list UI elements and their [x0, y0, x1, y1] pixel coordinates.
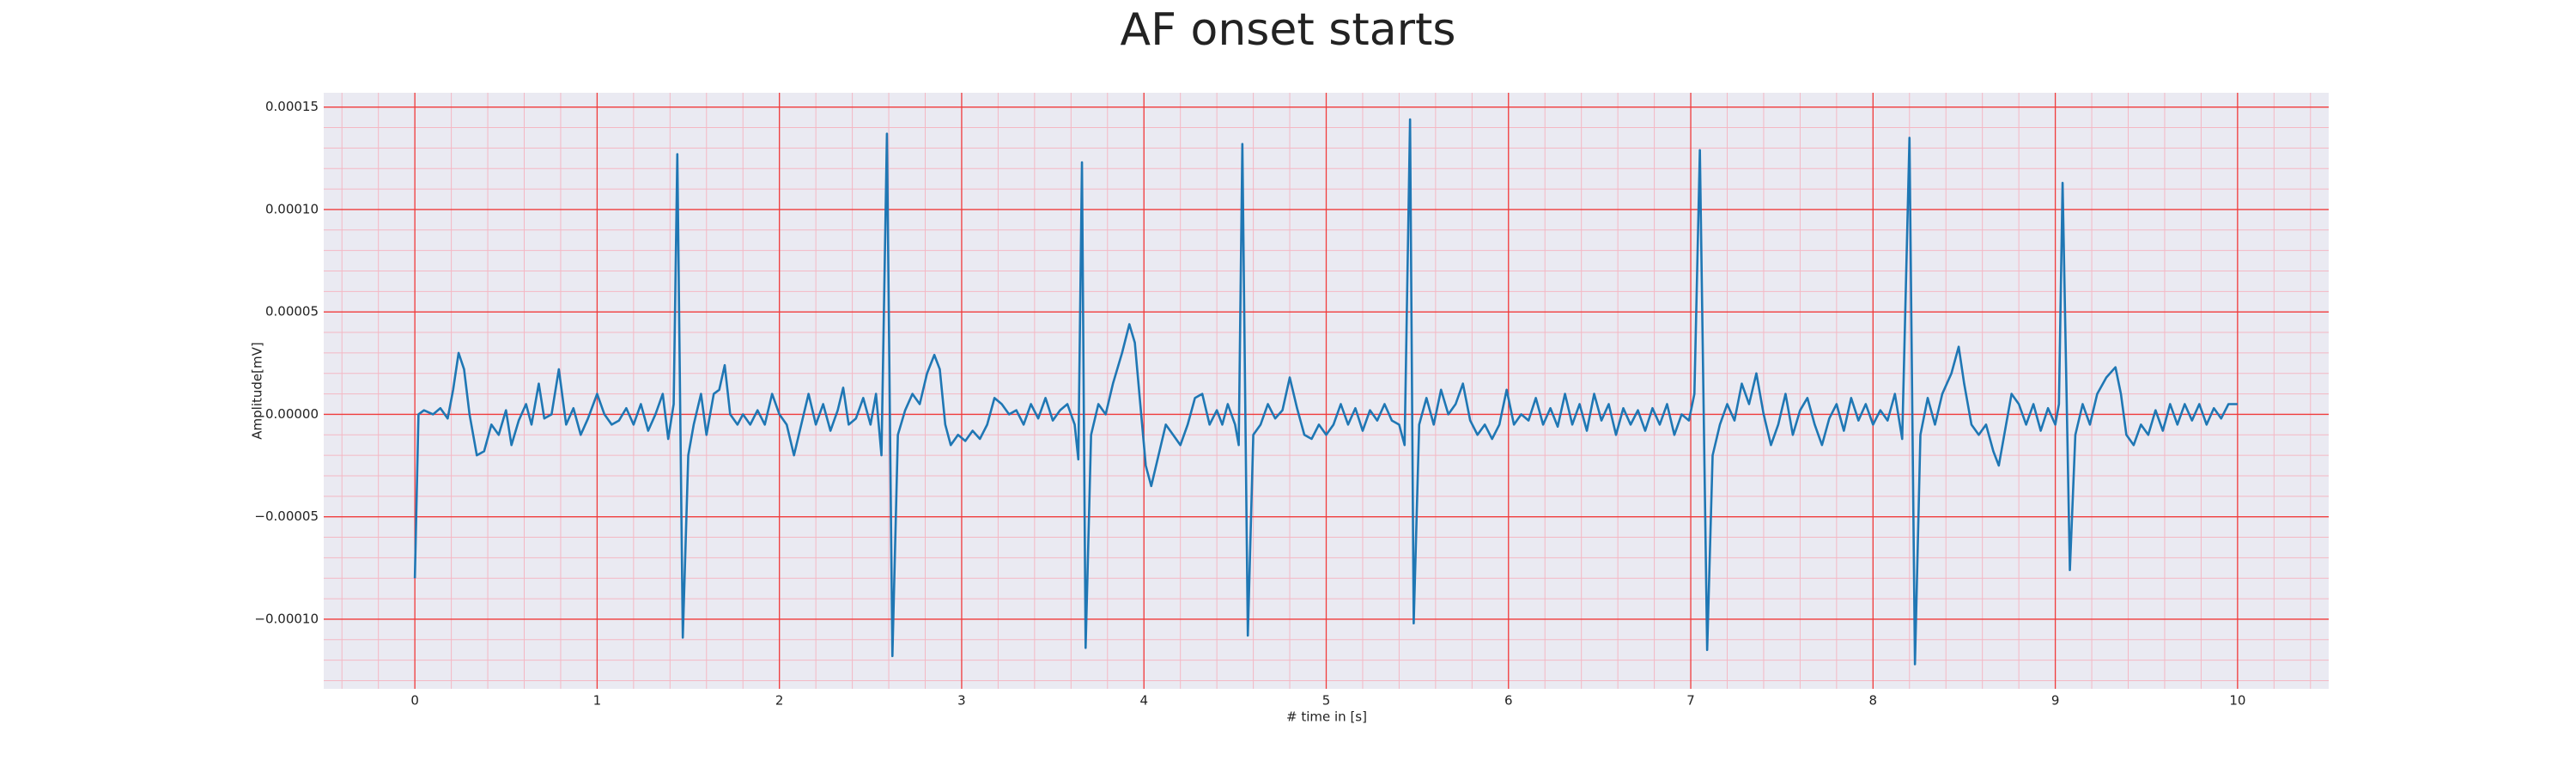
x-tick-label: 10	[2229, 693, 2245, 709]
x-tick-label: 4	[1139, 693, 1148, 709]
y-tick-label: 0.00005	[265, 304, 319, 320]
x-tick-label: 0	[410, 693, 419, 709]
x-axis-label: # time in [s]	[1286, 709, 1367, 725]
x-tick-label: 8	[1869, 693, 1878, 709]
y-tick-label: 0.00000	[265, 406, 319, 422]
y-tick-label: −0.00010	[254, 611, 319, 626]
x-tick-label: 7	[1686, 693, 1695, 709]
x-tick-label: 6	[1504, 693, 1513, 709]
signal-line	[413, 118, 2238, 666]
x-tick-label: 9	[2051, 693, 2060, 709]
x-tick-label: 2	[775, 693, 784, 709]
x-tick-label: 3	[957, 693, 966, 709]
x-tick-label: 1	[593, 693, 602, 709]
chart-title: AF onset starts	[1121, 4, 1456, 56]
y-tick-label: 0.00015	[265, 99, 319, 114]
y-tick-label: −0.00005	[254, 508, 319, 524]
x-tick-label: 5	[1322, 693, 1331, 709]
y-axis-label: Amplitude[mV]	[250, 342, 265, 439]
y-tick-label: 0.00010	[265, 201, 319, 216]
